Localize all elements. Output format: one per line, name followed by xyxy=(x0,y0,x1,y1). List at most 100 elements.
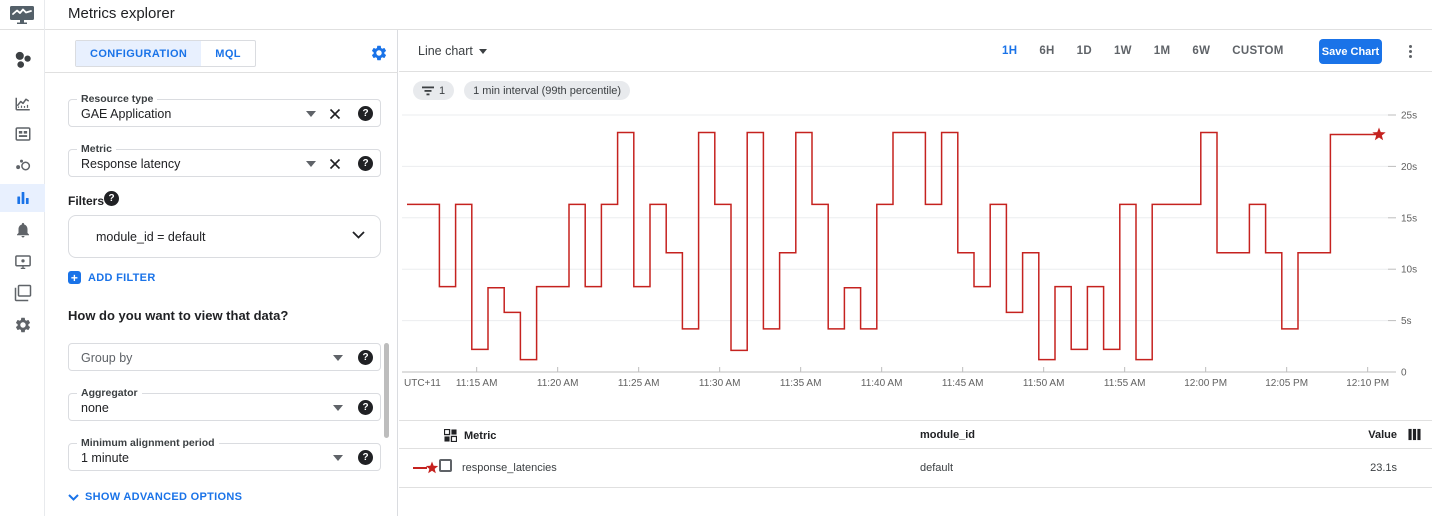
metrics-explorer-icon xyxy=(14,189,32,207)
svg-text:10s: 10s xyxy=(1401,265,1417,276)
table-header-row: Metric module_id Value xyxy=(399,421,1432,449)
left-nav-rail xyxy=(0,30,45,516)
nav-settings[interactable] xyxy=(0,311,45,339)
config-divider xyxy=(45,72,398,73)
group-by-placeholder: Group by xyxy=(81,351,133,365)
more-options-icon[interactable] xyxy=(1404,42,1416,60)
table-row[interactable]: response_latencies default 23.1s xyxy=(399,449,1432,487)
svg-text:11:15 AM: 11:15 AM xyxy=(456,378,498,389)
nav-integrations[interactable] xyxy=(0,120,45,148)
nav-groups[interactable] xyxy=(0,279,45,307)
help-icon[interactable]: ? xyxy=(358,156,373,171)
group-by-field[interactable]: Group by ? xyxy=(68,343,381,371)
nav-uptime-checks[interactable] xyxy=(0,248,45,276)
min-alignment-value: 1 minute xyxy=(81,451,129,465)
time-range-1w[interactable]: 1W xyxy=(1113,45,1132,57)
min-alignment-field[interactable]: Minimum alignment period 1 minute ? xyxy=(68,437,381,471)
show-advanced-label: SHOW ADVANCED OPTIONS xyxy=(85,491,243,503)
svg-text:11:25 AM: 11:25 AM xyxy=(618,378,660,389)
add-box-icon: + xyxy=(68,271,81,284)
time-range-1m[interactable]: 1M xyxy=(1153,45,1171,57)
svg-text:5s: 5s xyxy=(1401,316,1412,327)
dropdown-caret-icon[interactable] xyxy=(306,111,316,117)
resource-type-field[interactable]: Resource type GAE Application ? xyxy=(68,93,381,127)
clear-icon[interactable] xyxy=(329,108,341,120)
top-header: Metrics explorer xyxy=(0,0,1432,30)
services-icon xyxy=(14,157,32,175)
monitoring-logo-icon xyxy=(9,5,35,25)
monitoring-logo-cell[interactable] xyxy=(0,0,45,30)
show-advanced-options-button[interactable]: SHOW ADVANCED OPTIONS xyxy=(68,491,242,503)
dropdown-caret-icon[interactable] xyxy=(333,355,343,361)
svg-text:11:30 AM: 11:30 AM xyxy=(699,378,741,389)
svg-text:UTC+11: UTC+11 xyxy=(404,378,441,389)
add-filter-label: ADD FILTER xyxy=(88,271,156,284)
nav-metrics-explorer[interactable] xyxy=(0,184,45,212)
help-icon[interactable]: ? xyxy=(358,350,373,365)
nav-dashboards[interactable] xyxy=(0,89,45,117)
help-icon[interactable]: ? xyxy=(358,450,373,465)
chip-row: 1 1 min interval (99th percentile) xyxy=(413,81,631,100)
svg-text:11:45 AM: 11:45 AM xyxy=(942,378,984,389)
metric-value: Response latency xyxy=(81,157,181,171)
filter-card[interactable]: module_id = default xyxy=(68,215,381,258)
time-range-1h[interactable]: 1H xyxy=(1002,45,1018,57)
save-chart-button[interactable]: Save Chart xyxy=(1319,39,1382,64)
value-header[interactable]: Value xyxy=(1368,429,1397,441)
dropdown-caret-icon[interactable] xyxy=(333,405,343,411)
svg-text:12:05 PM: 12:05 PM xyxy=(1265,378,1308,389)
tab-mql[interactable]: MQL xyxy=(215,47,241,60)
filter-count-chip[interactable]: 1 xyxy=(413,81,455,100)
clear-icon[interactable] xyxy=(329,158,341,170)
nav-services[interactable] xyxy=(0,152,45,180)
config-scrollbar[interactable] xyxy=(384,343,389,438)
filter-expression: module_id = default xyxy=(96,230,206,244)
aggregator-field[interactable]: Aggregator none ? xyxy=(68,387,381,421)
chart-type-dropdown[interactable]: Line chart xyxy=(418,44,487,58)
filter-count: 1 xyxy=(439,84,446,97)
svg-text:25s: 25s xyxy=(1401,111,1417,122)
svg-text:20s: 20s xyxy=(1401,162,1417,173)
nav-overview[interactable] xyxy=(0,44,45,76)
time-range-custom[interactable]: CUSTOM xyxy=(1232,45,1284,57)
dropdown-caret-icon[interactable] xyxy=(306,161,316,167)
interval-chip[interactable]: 1 min interval (99th percentile) xyxy=(464,81,631,100)
tab-configuration[interactable]: CONFIGURATION xyxy=(76,41,202,66)
aggregator-value: none xyxy=(81,401,109,415)
series-legend-icon xyxy=(413,461,439,475)
filters-help-icon[interactable]: ? xyxy=(104,191,119,206)
svg-text:11:40 AM: 11:40 AM xyxy=(861,378,903,389)
dashboards-icon xyxy=(14,94,32,112)
svg-text:15s: 15s xyxy=(1401,213,1417,224)
svg-text:11:55 AM: 11:55 AM xyxy=(1104,378,1146,389)
value-cell: 23.1s xyxy=(1370,462,1397,474)
latency-step-chart[interactable]: 0 5s 10s 15s 20s 25s 11:15 AM 11:20 AM 11:25 AM 1… xyxy=(399,98,1432,394)
interval-label: 1 min interval (99th percentile) xyxy=(473,84,622,97)
filters-label: Filters xyxy=(68,194,105,208)
config-panel: CONFIGURATION MQL Resource type GAE Appl… xyxy=(45,30,398,516)
time-range-6w[interactable]: 6W xyxy=(1192,45,1211,57)
svg-text:11:50 AM: 11:50 AM xyxy=(1023,378,1065,389)
nav-alerting[interactable] xyxy=(0,216,45,244)
overview-icon xyxy=(12,49,34,71)
metric-name-cell: response_latencies xyxy=(462,462,557,474)
dropdown-caret-icon[interactable] xyxy=(333,455,343,461)
time-range-group: 1H 6H 1D 1W 1M 6W CUSTOM xyxy=(1002,30,1284,72)
columns-icon[interactable] xyxy=(1408,428,1421,441)
chart-type-label: Line chart xyxy=(418,44,473,58)
time-range-6h[interactable]: 6H xyxy=(1039,45,1055,57)
chevron-down-icon[interactable] xyxy=(352,231,365,239)
metric-field[interactable]: Metric Response latency ? xyxy=(68,143,381,177)
row-checkbox[interactable] xyxy=(439,459,452,472)
help-icon[interactable]: ? xyxy=(358,106,373,121)
help-icon[interactable]: ? xyxy=(358,400,373,415)
metric-header[interactable]: Metric xyxy=(464,429,497,442)
time-range-1d[interactable]: 1D xyxy=(1076,45,1092,57)
settings-gear-icon[interactable] xyxy=(370,44,388,62)
groups-icon xyxy=(14,284,32,302)
resource-type-label: Resource type xyxy=(77,93,158,105)
module-id-header[interactable]: module_id xyxy=(920,429,976,441)
add-filter-button[interactable]: + ADD FILTER xyxy=(68,271,156,284)
dropdown-caret-icon xyxy=(478,48,487,54)
